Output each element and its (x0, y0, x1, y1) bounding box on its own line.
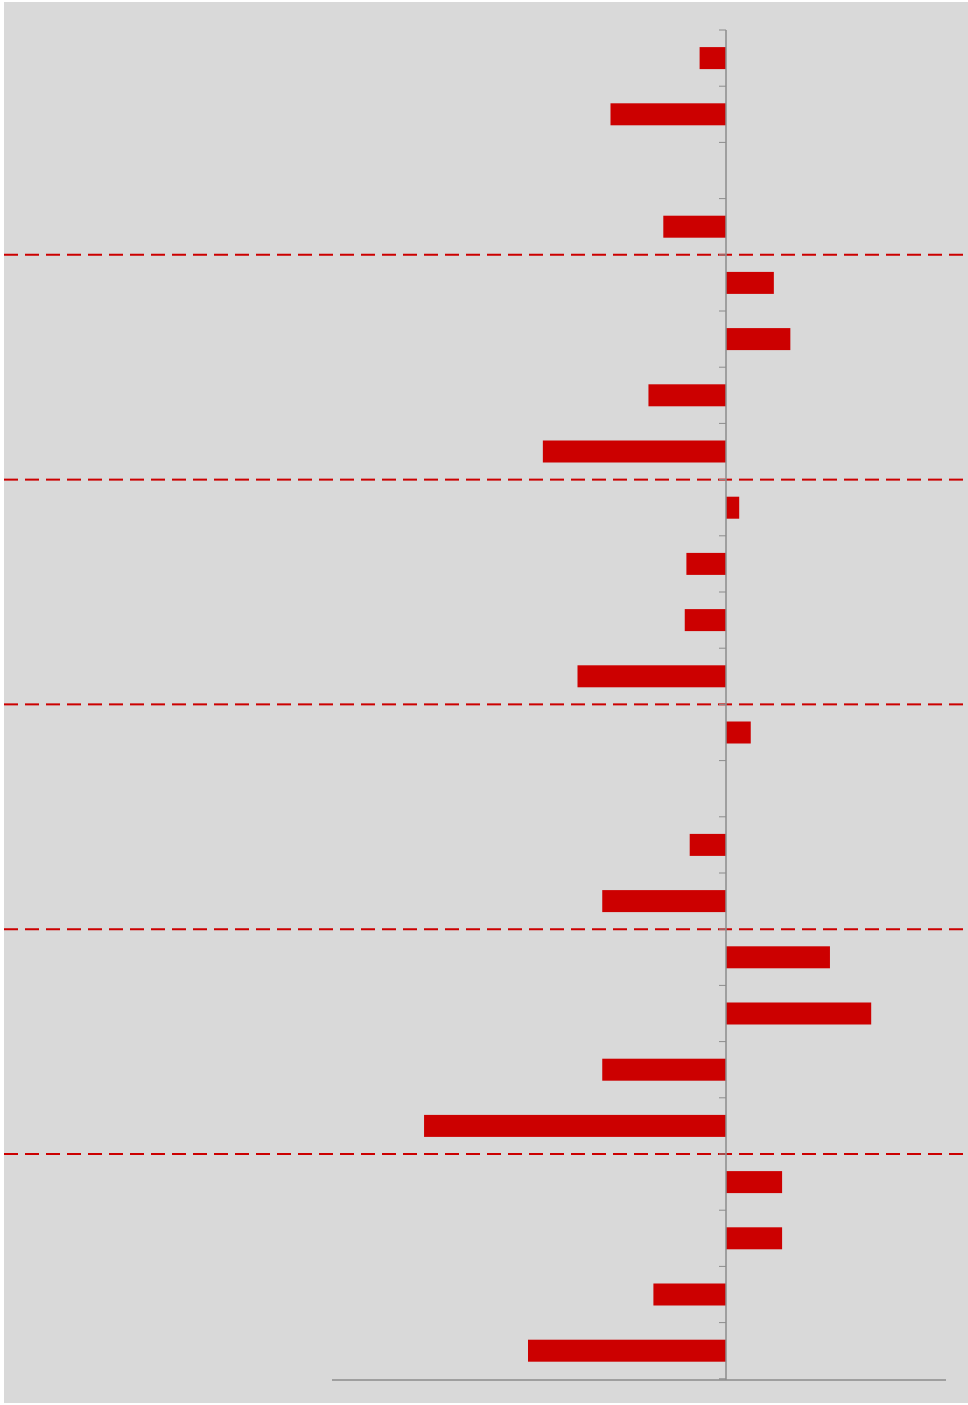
bar (726, 721, 751, 744)
bar (684, 609, 726, 632)
y-axis-ticks (719, 29, 726, 1380)
bar (726, 271, 774, 294)
bar (602, 890, 726, 913)
bar (648, 384, 726, 407)
bar (726, 946, 830, 969)
bar (528, 1339, 726, 1362)
bar (689, 833, 726, 856)
bar (542, 440, 726, 463)
bar (653, 1283, 726, 1306)
bar (663, 215, 726, 238)
bar (726, 1171, 783, 1194)
bar (726, 1227, 783, 1250)
bar (610, 103, 726, 126)
bar (726, 328, 791, 351)
bar (726, 496, 740, 519)
bar (686, 552, 726, 575)
bar (577, 665, 726, 688)
bar (699, 47, 726, 70)
bar (424, 1114, 726, 1137)
bar (602, 1058, 726, 1081)
bar (726, 1002, 872, 1025)
bar-series (424, 47, 872, 1362)
group-separators (4, 253, 968, 1155)
plot-background (4, 2, 968, 1403)
